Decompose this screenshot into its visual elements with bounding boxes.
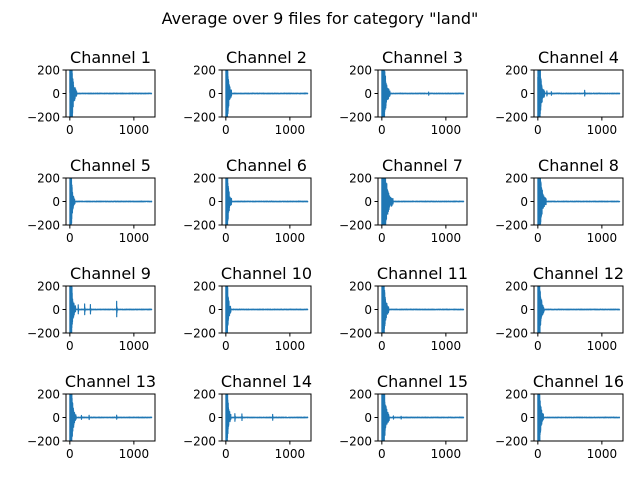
x-tick-label: 1000 (119, 231, 150, 245)
x-tick-label: 1000 (587, 231, 618, 245)
panel-title: Channel 14 (221, 372, 312, 391)
x-tick-label: 0 (378, 339, 386, 353)
y-tick-label: 0 (364, 87, 372, 101)
y-tick-label: −200 (183, 110, 216, 124)
y-tick-label: −200 (27, 434, 60, 448)
y-tick-label: −200 (495, 434, 528, 448)
y-tick-label: 200 (349, 387, 372, 401)
y-tick-label: −200 (339, 326, 372, 340)
x-tick-label: 0 (66, 123, 74, 137)
panel-title: Channel 12 (533, 264, 624, 283)
y-tick-label: −200 (27, 218, 60, 232)
panel-title: Channel 9 (70, 264, 151, 283)
x-tick-label: 0 (222, 447, 230, 461)
y-tick-label: 200 (193, 171, 216, 185)
y-tick-label: 0 (364, 303, 372, 317)
y-tick-label: 200 (349, 279, 372, 293)
x-tick-label: 1000 (587, 123, 618, 137)
x-tick-label: 1000 (275, 447, 306, 461)
y-tick-label: 0 (52, 303, 60, 317)
y-tick-label: −200 (27, 326, 60, 340)
x-tick-label: 1000 (275, 231, 306, 245)
panel-title: Channel 7 (382, 156, 463, 175)
panel-title: Channel 3 (382, 48, 463, 67)
y-tick-label: 0 (208, 411, 216, 425)
x-tick-label: 0 (66, 339, 74, 353)
y-tick-label: 200 (505, 171, 528, 185)
y-tick-label: −200 (339, 218, 372, 232)
y-tick-label: 200 (193, 279, 216, 293)
y-tick-label: 0 (208, 87, 216, 101)
y-tick-label: 0 (52, 87, 60, 101)
y-tick-label: −200 (495, 218, 528, 232)
y-tick-label: 0 (520, 87, 528, 101)
y-tick-label: −200 (183, 434, 216, 448)
panel-title: Channel 13 (65, 372, 156, 391)
x-tick-label: 1000 (587, 447, 618, 461)
panel-title: Channel 4 (538, 48, 619, 67)
y-tick-label: 0 (364, 195, 372, 209)
y-tick-label: −200 (495, 326, 528, 340)
x-tick-label: 0 (222, 231, 230, 245)
panel-title: Channel 6 (226, 156, 307, 175)
x-tick-label: 1000 (119, 339, 150, 353)
y-tick-label: 200 (193, 387, 216, 401)
panel-title: Channel 2 (226, 48, 307, 67)
x-tick-label: 0 (378, 231, 386, 245)
x-tick-label: 1000 (431, 231, 462, 245)
y-tick-label: 200 (505, 387, 528, 401)
figure-suptitle: Average over 9 files for category "land" (162, 9, 479, 28)
x-tick-label: 0 (222, 123, 230, 137)
x-tick-label: 1000 (431, 123, 462, 137)
y-tick-label: −200 (339, 110, 372, 124)
x-tick-label: 0 (534, 339, 542, 353)
y-tick-label: 0 (520, 303, 528, 317)
panel-title: Channel 16 (533, 372, 624, 391)
y-tick-label: 0 (520, 195, 528, 209)
y-tick-label: 200 (193, 63, 216, 77)
x-tick-label: 1000 (431, 447, 462, 461)
x-tick-label: 0 (222, 339, 230, 353)
y-tick-label: −200 (183, 326, 216, 340)
y-tick-label: 200 (349, 63, 372, 77)
x-tick-label: 0 (534, 123, 542, 137)
x-tick-label: 1000 (119, 123, 150, 137)
x-tick-label: 1000 (275, 123, 306, 137)
y-tick-label: 0 (520, 411, 528, 425)
y-tick-label: 0 (52, 411, 60, 425)
x-tick-label: 0 (378, 123, 386, 137)
y-tick-label: 200 (349, 171, 372, 185)
y-tick-label: −200 (495, 110, 528, 124)
x-tick-label: 0 (534, 447, 542, 461)
y-tick-label: 200 (37, 387, 60, 401)
y-tick-label: −200 (183, 218, 216, 232)
x-tick-label: 0 (66, 447, 74, 461)
x-tick-label: 0 (378, 447, 386, 461)
panel-title: Channel 1 (70, 48, 151, 67)
panel-title: Channel 10 (221, 264, 312, 283)
x-tick-label: 1000 (587, 339, 618, 353)
x-tick-label: 1000 (119, 447, 150, 461)
x-tick-label: 1000 (275, 339, 306, 353)
y-tick-label: 0 (364, 411, 372, 425)
y-tick-label: 0 (208, 195, 216, 209)
y-tick-label: 200 (505, 63, 528, 77)
panel-title: Channel 11 (377, 264, 468, 283)
y-tick-label: 0 (52, 195, 60, 209)
y-tick-label: −200 (27, 110, 60, 124)
y-tick-label: 200 (37, 279, 60, 293)
panel-title: Channel 8 (538, 156, 619, 175)
y-tick-label: 200 (505, 279, 528, 293)
panel-title: Channel 5 (70, 156, 151, 175)
y-tick-label: −200 (339, 434, 372, 448)
y-tick-label: 200 (37, 63, 60, 77)
panel-title: Channel 15 (377, 372, 468, 391)
x-tick-label: 1000 (431, 339, 462, 353)
x-tick-label: 0 (66, 231, 74, 245)
y-tick-label: 0 (208, 303, 216, 317)
x-tick-label: 0 (534, 231, 542, 245)
y-tick-label: 200 (37, 171, 60, 185)
